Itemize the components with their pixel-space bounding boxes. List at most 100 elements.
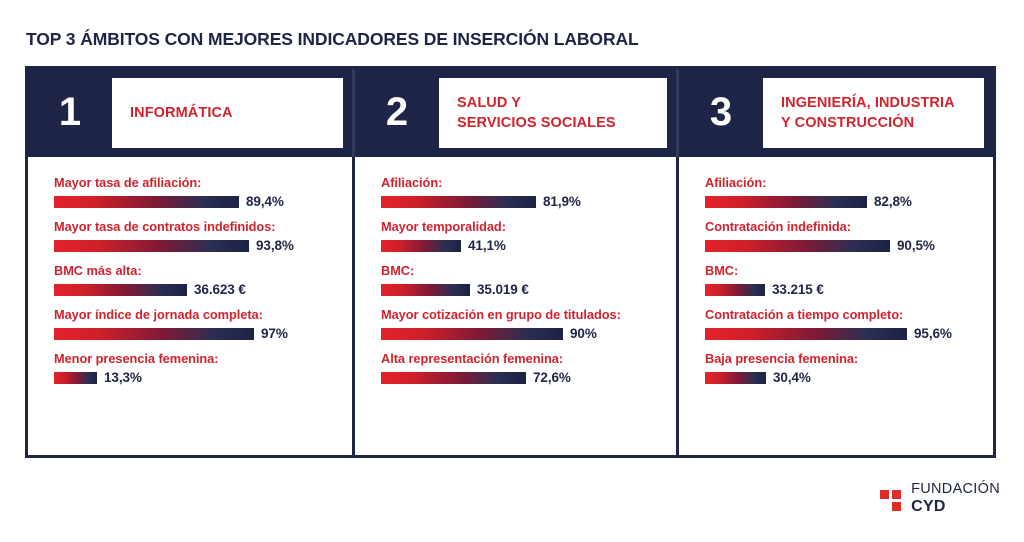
metric-item: BMC: 33.215 € (705, 263, 993, 297)
metric-item: Mayor temporalidad: 41,1% (381, 219, 676, 253)
category-box-1: INFORMÁTICA (112, 78, 343, 148)
metric-label: BMC más alta: (54, 263, 142, 278)
metric-bar (54, 283, 187, 296)
metric-label: Mayor temporalidad: (381, 219, 506, 234)
logo-square-1 (880, 489, 890, 499)
metric-bar-row: 89,4% (54, 194, 352, 209)
category-name-3: INGENIERÍA, INDUSTRIA Y CONSTRUCCIÓN (781, 95, 955, 131)
category-name-2: SALUD Y SERVICIOS SOCIALES (457, 95, 616, 131)
metric-bar (381, 371, 526, 384)
metric-bar-row: 81,9% (381, 194, 676, 209)
column-header-2: 2 SALUD Y SERVICIOS SOCIALES (352, 69, 676, 157)
top3-panel: 1 INFORMÁTICA 2 SALUD Y SERVICIOS SOCIAL… (25, 66, 996, 458)
metric-value: 72,6% (533, 370, 571, 385)
metric-label: BMC: (381, 263, 415, 278)
metric-bar-row: 82,8% (705, 194, 993, 209)
metric-bar-row: 13,3% (54, 370, 352, 385)
column-header-3: 3 INGENIERÍA, INDUSTRIA Y CONSTRUCCIÓN (676, 69, 993, 157)
metric-bar (54, 239, 249, 252)
metric-bar-row: 36.623 € (54, 282, 352, 297)
logo-line-fundacion: FUNDACIÓN (911, 481, 1000, 497)
metrics-column-3: Afiliación: 82,8% Contratación indefinida:… (676, 157, 993, 455)
panel-header: 1 INFORMÁTICA 2 SALUD Y SERVICIOS SOCIAL… (28, 69, 993, 157)
rank-number-1: 1 (58, 90, 82, 134)
metric-value: 95,6% (914, 326, 952, 341)
metric-item: BMC: 35.019 € (381, 263, 676, 297)
metric-label: Mayor tasa de afiliación: (54, 175, 202, 190)
metric-label: Afiliación: (381, 175, 443, 190)
metric-value: 90% (570, 326, 597, 341)
metric-value: 41,1% (468, 238, 506, 253)
metric-bar-row: 95,6% (705, 326, 993, 341)
metric-value: 33.215 € (772, 282, 824, 297)
logo-square-2 (892, 489, 902, 499)
metric-item: BMC más alta: 36.623 € (54, 263, 352, 297)
metric-value: 82,8% (874, 194, 912, 209)
metric-value: 13,3% (104, 370, 142, 385)
metric-value: 90,5% (897, 238, 935, 253)
metric-bar (54, 195, 239, 208)
metric-bar (381, 283, 470, 296)
metric-value: 35.019 € (477, 282, 529, 297)
logo-square-3 (892, 501, 902, 511)
panel-body: Mayor tasa de afiliación: 89,4% Mayor tasa… (28, 157, 993, 455)
metric-value: 93,8% (256, 238, 294, 253)
metric-bar-row: 72,6% (381, 370, 676, 385)
metric-bar-row: 90% (381, 326, 676, 341)
page-title: TOP 3 ÁMBITOS CON MEJORES INDICADORES DE… (26, 29, 639, 49)
metric-bar (705, 327, 907, 340)
metric-bar-row: 35.019 € (381, 282, 676, 297)
metric-bar (54, 327, 254, 340)
category-name-1: INFORMÁTICA (130, 105, 233, 121)
metric-bar-row: 41,1% (381, 238, 676, 253)
column-header-1: 1 INFORMÁTICA (28, 69, 352, 157)
metric-bar (705, 371, 766, 384)
metric-bar-row: 33.215 € (705, 282, 993, 297)
fundacion-cyd-logo: FUNDACIÓN CYD (880, 482, 1000, 515)
metrics-column-2: Afiliación: 81,9% Mayor temporalidad: 41,1%… (352, 157, 676, 455)
category-box-3: INGENIERÍA, INDUSTRIA Y CONSTRUCCIÓN (763, 78, 984, 148)
metric-value: 81,9% (543, 194, 581, 209)
metric-label: Mayor índice de jornada completa: (54, 307, 263, 322)
metric-bar (381, 239, 461, 252)
metric-item: Mayor cotización en grupo de titulados: 9… (381, 307, 676, 341)
metric-label: Baja presencia femenina: (705, 351, 859, 366)
metric-item: Afiliación: 81,9% (381, 175, 676, 209)
metric-item: Baja presencia femenina: 30,4% (705, 351, 993, 385)
metric-item: Alta representación femenina: 72,6% (381, 351, 676, 385)
metric-label: Menor presencia femenina: (54, 351, 219, 366)
metric-bar-row: 30,4% (705, 370, 993, 385)
metric-label: Alta representación femenina: (381, 351, 564, 366)
logo-squares-icon (880, 488, 903, 511)
metric-bar (705, 283, 765, 296)
metric-bar (705, 239, 890, 252)
metric-item: Menor presencia femenina: 13,3% (54, 351, 352, 385)
metric-label: Mayor cotización en grupo de titulados: (381, 307, 621, 322)
metric-item: Mayor tasa de afiliación: 89,4% (54, 175, 352, 209)
rank-number-2: 2 (385, 90, 409, 134)
metric-item: Mayor índice de jornada completa: 97% (54, 307, 352, 341)
metrics-column-1: Mayor tasa de afiliación: 89,4% Mayor tasa… (28, 157, 352, 455)
metric-label: Mayor tasa de contratos indefinidos: (54, 219, 276, 234)
metric-bar-row: 93,8% (54, 238, 352, 253)
logo-text: FUNDACIÓN CYD (911, 482, 1000, 515)
metric-item: Contratación a tiempo completo: 95,6% (705, 307, 993, 341)
category-box-2: SALUD Y SERVICIOS SOCIALES (439, 78, 667, 148)
logo-line-cyd: CYD (911, 497, 946, 515)
metric-bar-row: 97% (54, 326, 352, 341)
metric-value: 30,4% (773, 370, 811, 385)
metric-bar (381, 327, 563, 340)
metric-bar (705, 195, 867, 208)
metric-value: 97% (261, 326, 288, 341)
metric-value: 89,4% (246, 194, 284, 209)
metric-label: Contratación indefinida: (705, 219, 851, 234)
rank-number-3: 3 (709, 90, 733, 134)
metric-bar (54, 371, 97, 384)
metric-value: 36.623 € (194, 282, 246, 297)
metric-item: Mayor tasa de contratos indefinidos: 93,8… (54, 219, 352, 253)
metric-label: Contratación a tiempo completo: (705, 307, 904, 322)
metric-item: Afiliación: 82,8% (705, 175, 993, 209)
metric-item: Contratación indefinida: 90,5% (705, 219, 993, 253)
metric-label: BMC: (705, 263, 739, 278)
